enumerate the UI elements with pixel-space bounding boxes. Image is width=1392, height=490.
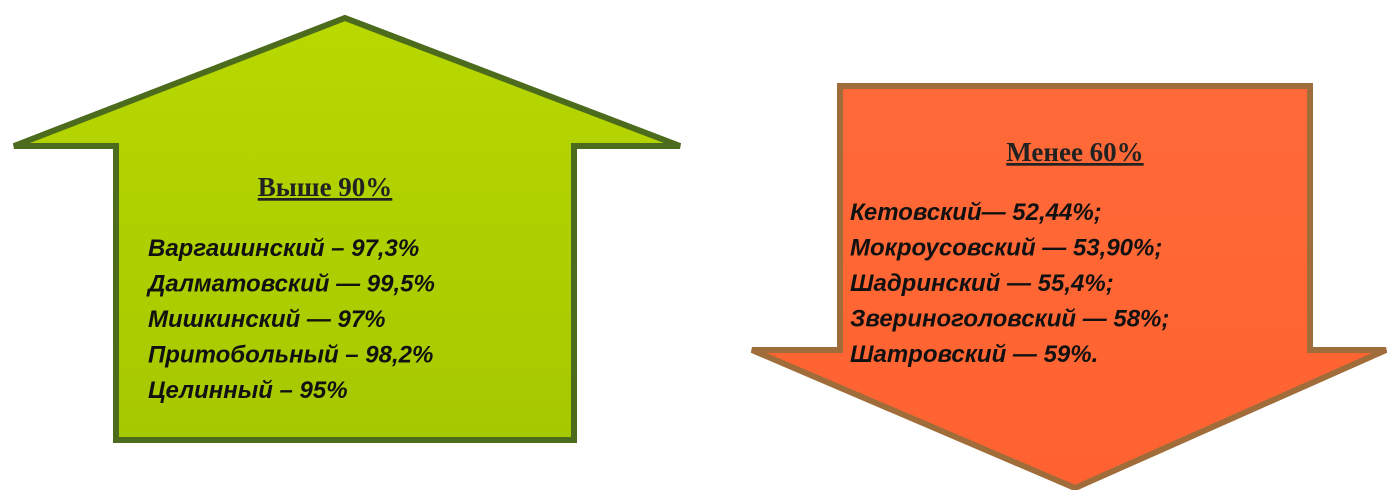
list-item: Шатровский — 59%. [850,341,1098,368]
list-item: Притобольный – 98,2% [148,342,433,369]
list-item: Звериноголовский — 58%; [850,306,1169,333]
list-item: Варгашинский – 97,3% [148,235,419,262]
list-item: Мокроусовский — 53,90%; [850,235,1162,262]
down-title: Менее 60% [1006,137,1143,167]
down-arrow [750,83,1388,490]
list-item: Кетовский— 52,44%; [850,199,1102,226]
list-item: Мишкинский — 97% [148,306,386,333]
list-item: Целинный – 95% [148,377,348,404]
up-title: Выше 90% [258,172,393,202]
up-arrow [12,14,682,443]
list-item: Далматовский — 99,5% [146,271,435,298]
list-item: Шадринский — 55,4%; [850,270,1114,297]
